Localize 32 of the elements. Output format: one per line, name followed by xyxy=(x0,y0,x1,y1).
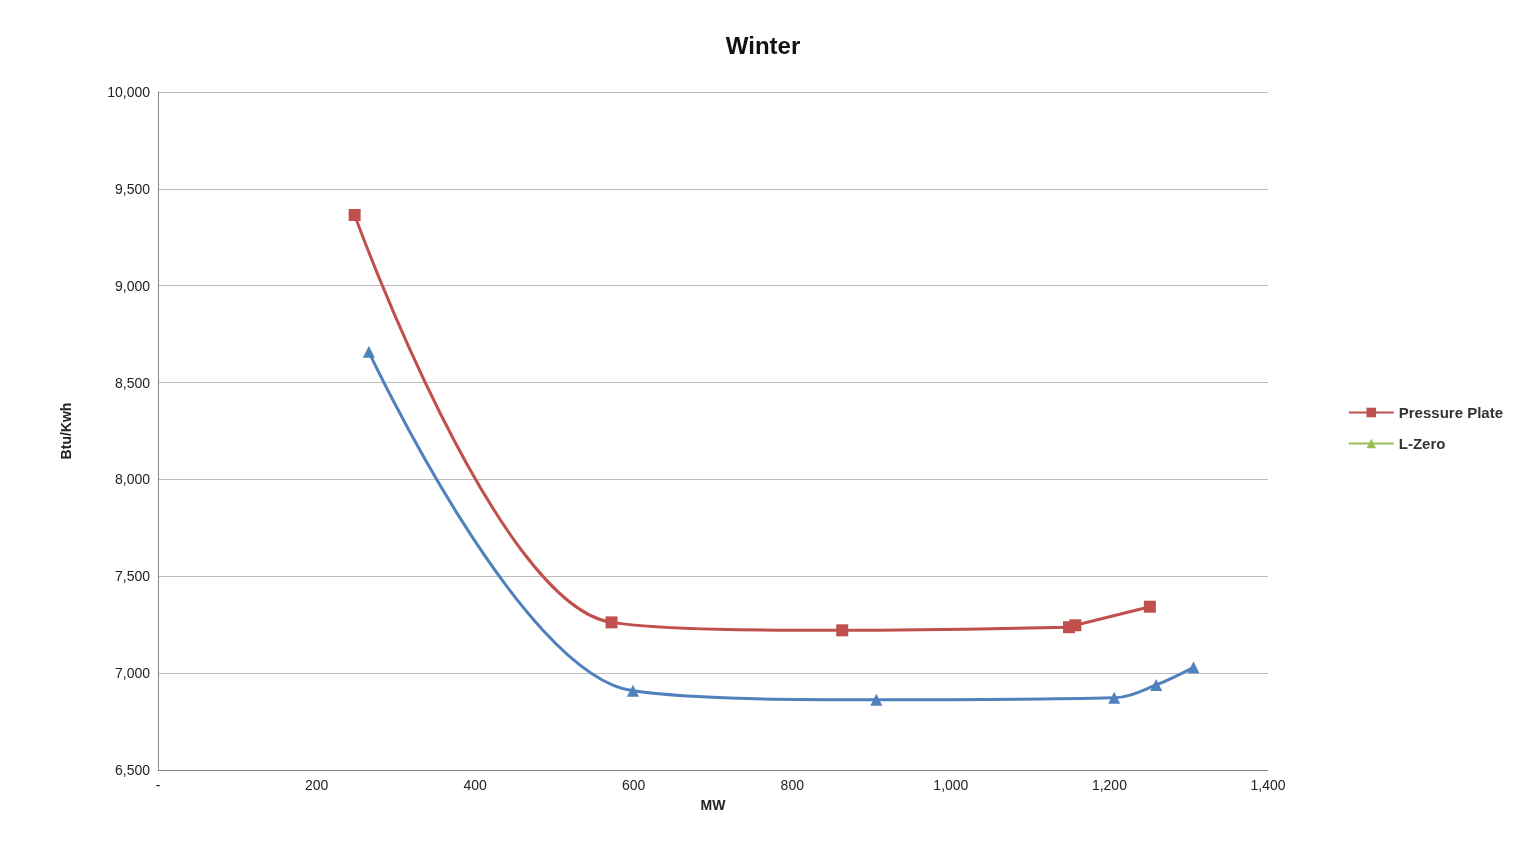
x-tick-label: 600 xyxy=(622,777,646,793)
y-tick-label: 6,500 xyxy=(114,762,151,778)
point xyxy=(1187,661,1200,674)
chart-title: Winter xyxy=(725,31,801,59)
point xyxy=(362,345,375,358)
y-tick-label: 9,000 xyxy=(114,277,151,294)
y-tick-label: 10,000 xyxy=(107,84,151,100)
x-tick-label: - xyxy=(155,777,161,793)
x-tick-label: 800 xyxy=(780,777,805,793)
y-tick-label: 9,500 xyxy=(114,180,151,197)
y-axis-title: Btu/Kwh xyxy=(58,402,74,460)
point xyxy=(1069,619,1082,632)
point xyxy=(605,616,618,629)
point xyxy=(870,693,883,706)
x-axis-title: MW xyxy=(700,797,727,813)
point xyxy=(348,209,361,222)
point xyxy=(1150,678,1163,691)
y-tick-label: 8,000 xyxy=(114,471,151,488)
x-tick-label: 200 xyxy=(304,777,329,793)
y-tick-label: 8,500 xyxy=(114,374,151,391)
point xyxy=(626,684,639,697)
x-tick-label: 1,200 xyxy=(1091,777,1128,793)
point xyxy=(1143,600,1156,613)
x-tick-label: 400 xyxy=(463,777,488,793)
point xyxy=(836,624,849,637)
x-tick-label: 1,000 xyxy=(933,777,969,793)
y-tick-label: 7,500 xyxy=(114,568,151,585)
y-tick-label: 7,000 xyxy=(114,665,151,682)
x-tick-label: 1,400 xyxy=(1250,777,1286,793)
point xyxy=(1108,691,1121,704)
legend-label: L-Zero xyxy=(1398,435,1446,452)
legend-label: Pressure Plate xyxy=(1398,404,1503,421)
